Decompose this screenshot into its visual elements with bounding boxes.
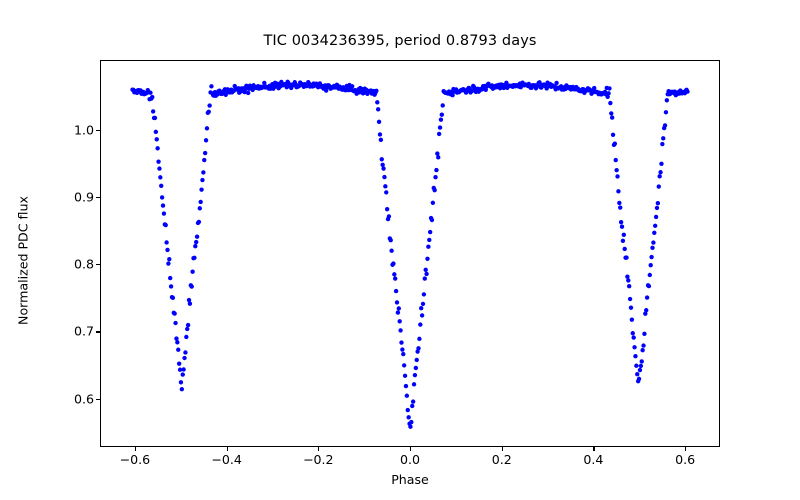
x-tick-label: −0.6	[119, 452, 151, 467]
x-tick-mark	[134, 447, 136, 451]
y-tick-label: 0.7	[73, 323, 94, 339]
y-tick-mark	[96, 264, 100, 266]
x-tick-mark	[593, 447, 595, 451]
plot-area	[100, 60, 720, 447]
x-tick-label: 0.0	[399, 452, 421, 467]
scatter-series	[130, 79, 690, 429]
y-tick-label: 1.0	[73, 122, 94, 138]
x-tick-mark	[685, 447, 687, 451]
y-tick-mark	[96, 331, 100, 333]
y-tick-mark	[96, 398, 100, 400]
y-axis-ticks: 0.6 0.7 0.8 0.9 1.0	[42, 0, 94, 500]
x-tick-mark	[318, 447, 320, 451]
page-title: TIC 0034236395, period 0.8793 days	[263, 33, 537, 49]
x-axis-label: Phase	[391, 472, 429, 487]
y-tick-mark	[96, 129, 100, 131]
y-tick-label: 0.8	[73, 256, 94, 272]
x-tick-label: 0.4	[583, 452, 604, 467]
x-tick-mark	[501, 447, 503, 451]
y-axis-label: Normalized PDC flux	[15, 196, 31, 325]
y-tick-mark	[96, 197, 100, 199]
y-tick-label: 0.6	[73, 391, 94, 407]
x-tick-label: 0.6	[675, 452, 696, 467]
x-tick-label: −0.2	[302, 452, 334, 467]
x-tick-label: 0.2	[491, 452, 512, 467]
x-tick-mark	[410, 447, 412, 451]
x-tick-label: −0.4	[211, 452, 242, 467]
y-tick-label: 0.9	[73, 189, 94, 205]
x-tick-mark	[226, 447, 228, 451]
